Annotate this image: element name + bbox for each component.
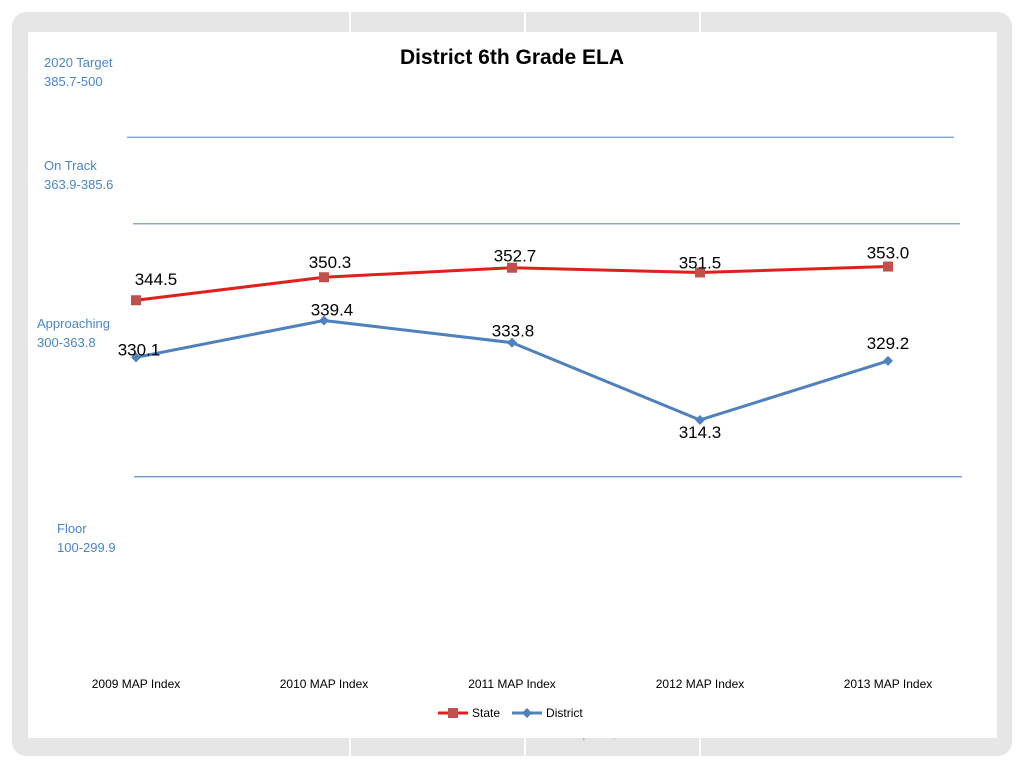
data-point-district: [319, 315, 329, 326]
data-point-district: [507, 337, 517, 348]
data-point-district: [883, 355, 893, 366]
chart-panel: [28, 32, 997, 738]
band-floor-range: 100-299.9: [57, 540, 116, 555]
legend-item-district: District: [512, 706, 583, 720]
legend-district-label: District: [546, 706, 583, 720]
data-point-state: [507, 262, 517, 273]
x-tick-label: 2013 MAP Index: [843, 677, 933, 691]
data-label: 333.8: [492, 322, 535, 341]
band-approaching-range: 300-363.8: [37, 335, 96, 350]
data-label: 353.0: [867, 244, 910, 263]
band-approaching-name: Approaching: [37, 316, 110, 331]
data-point-state: [131, 295, 141, 306]
band-on-track-range: 363.9-385.6: [44, 177, 114, 192]
data-point-state: [319, 272, 329, 283]
data-label: 350.3: [309, 253, 352, 272]
chart-title: District 6th Grade ELA: [399, 46, 625, 69]
data-label: 351.5: [679, 253, 722, 272]
data-label: 314.3: [679, 423, 722, 442]
x-tick-label: 2010 MAP Index: [279, 677, 369, 691]
x-tick-label: 2011 MAP Index: [468, 677, 556, 691]
x-tick-label: 2012 MAP Index: [655, 677, 745, 691]
band-target-name: 2020 Target: [44, 55, 113, 70]
legend-state-label: State: [472, 706, 501, 720]
legend-district-marker: [512, 708, 543, 718]
band-on-track-name: On Track: [44, 158, 97, 173]
legend-state-marker: [438, 708, 468, 718]
legend-item-state: State: [438, 706, 500, 720]
data-label: 330.1: [118, 340, 161, 359]
x-tick-label: 2009 MAP Index: [91, 677, 181, 691]
band-label-floor: Floor 100-299.9: [57, 519, 116, 557]
data-point-state: [883, 261, 893, 272]
data-label: 352.7: [494, 247, 537, 266]
data-label: 329.2: [867, 334, 910, 353]
data-label: 339.4: [311, 300, 354, 319]
data-point-district: [131, 352, 141, 363]
chart-legend: State District: [438, 706, 583, 720]
band-label-on-track: On Track 363.9-385.6: [44, 156, 113, 194]
band-floor-name: Floor: [57, 521, 87, 536]
band-label-target: 2020 Target 385.7-500: [44, 53, 112, 91]
data-label: 344.5: [135, 270, 178, 289]
band-target-range: 385.7-500: [44, 74, 103, 89]
data-point-district: [695, 414, 705, 425]
data-point-state: [695, 267, 705, 278]
band-label-approaching: Approaching 300-363.8: [37, 314, 110, 352]
